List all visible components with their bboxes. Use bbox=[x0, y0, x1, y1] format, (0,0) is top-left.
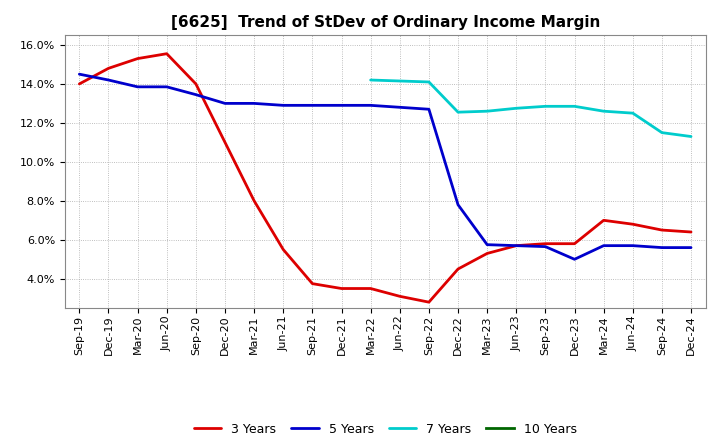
7 Years bbox=[570, 104, 579, 109]
3 Years bbox=[133, 56, 142, 61]
3 Years bbox=[337, 286, 346, 291]
7 Years bbox=[657, 130, 666, 135]
7 Years bbox=[454, 110, 462, 115]
3 Years bbox=[308, 281, 317, 286]
7 Years bbox=[629, 110, 637, 116]
Title: [6625]  Trend of StDev of Ordinary Income Margin: [6625] Trend of StDev of Ordinary Income… bbox=[171, 15, 600, 30]
3 Years bbox=[483, 251, 492, 256]
Line: 3 Years: 3 Years bbox=[79, 54, 691, 302]
3 Years bbox=[75, 81, 84, 87]
7 Years bbox=[541, 104, 550, 109]
5 Years bbox=[570, 257, 579, 262]
3 Years bbox=[512, 243, 521, 248]
5 Years bbox=[220, 101, 229, 106]
3 Years bbox=[599, 218, 608, 223]
5 Years bbox=[163, 84, 171, 89]
5 Years bbox=[104, 77, 113, 83]
7 Years bbox=[687, 134, 696, 139]
5 Years bbox=[541, 244, 550, 249]
5 Years bbox=[657, 245, 666, 250]
3 Years bbox=[220, 140, 229, 145]
7 Years bbox=[366, 77, 375, 83]
7 Years bbox=[483, 109, 492, 114]
7 Years bbox=[395, 78, 404, 84]
3 Years bbox=[104, 66, 113, 71]
Line: 7 Years: 7 Years bbox=[371, 80, 691, 136]
3 Years bbox=[163, 51, 171, 56]
Line: 5 Years: 5 Years bbox=[79, 74, 691, 259]
3 Years bbox=[279, 247, 287, 252]
5 Years bbox=[425, 106, 433, 112]
3 Years bbox=[657, 227, 666, 233]
5 Years bbox=[366, 103, 375, 108]
5 Years bbox=[512, 243, 521, 248]
3 Years bbox=[192, 81, 200, 87]
5 Years bbox=[279, 103, 287, 108]
5 Years bbox=[250, 101, 258, 106]
Legend: 3 Years, 5 Years, 7 Years, 10 Years: 3 Years, 5 Years, 7 Years, 10 Years bbox=[189, 418, 582, 440]
5 Years bbox=[599, 243, 608, 248]
5 Years bbox=[308, 103, 317, 108]
5 Years bbox=[687, 245, 696, 250]
3 Years bbox=[629, 222, 637, 227]
3 Years bbox=[570, 241, 579, 246]
5 Years bbox=[395, 105, 404, 110]
3 Years bbox=[687, 229, 696, 235]
7 Years bbox=[512, 106, 521, 111]
5 Years bbox=[133, 84, 142, 89]
3 Years bbox=[454, 266, 462, 271]
3 Years bbox=[395, 293, 404, 299]
5 Years bbox=[75, 72, 84, 77]
5 Years bbox=[454, 202, 462, 207]
7 Years bbox=[599, 109, 608, 114]
5 Years bbox=[629, 243, 637, 248]
3 Years bbox=[250, 198, 258, 203]
5 Years bbox=[337, 103, 346, 108]
5 Years bbox=[192, 92, 200, 97]
5 Years bbox=[483, 242, 492, 247]
7 Years bbox=[425, 79, 433, 84]
3 Years bbox=[425, 300, 433, 305]
3 Years bbox=[366, 286, 375, 291]
3 Years bbox=[541, 241, 550, 246]
